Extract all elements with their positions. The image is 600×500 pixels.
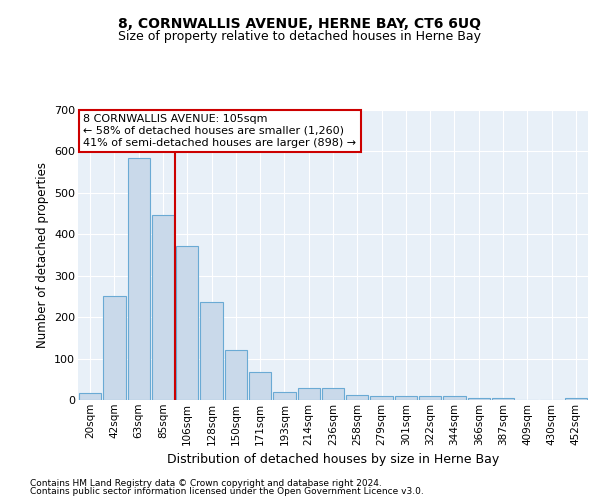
Bar: [322, 388, 344, 400]
Bar: [152, 215, 174, 400]
Bar: [395, 396, 417, 400]
Text: 8 CORNWALLIS AVENUE: 105sqm
← 58% of detached houses are smaller (1,260)
41% of : 8 CORNWALLIS AVENUE: 105sqm ← 58% of det…: [83, 114, 356, 148]
Bar: [249, 372, 271, 400]
Bar: [273, 392, 296, 400]
Text: Contains HM Land Registry data © Crown copyright and database right 2024.: Contains HM Land Registry data © Crown c…: [30, 478, 382, 488]
Bar: [467, 398, 490, 400]
Y-axis label: Number of detached properties: Number of detached properties: [35, 162, 49, 348]
Bar: [492, 398, 514, 400]
Bar: [298, 388, 320, 400]
Text: 8, CORNWALLIS AVENUE, HERNE BAY, CT6 6UQ: 8, CORNWALLIS AVENUE, HERNE BAY, CT6 6UQ: [119, 18, 482, 32]
Bar: [346, 394, 368, 400]
X-axis label: Distribution of detached houses by size in Herne Bay: Distribution of detached houses by size …: [167, 453, 499, 466]
Bar: [176, 246, 199, 400]
Text: Contains public sector information licensed under the Open Government Licence v3: Contains public sector information licen…: [30, 487, 424, 496]
Bar: [103, 296, 125, 400]
Bar: [79, 392, 101, 400]
Bar: [200, 302, 223, 400]
Bar: [419, 396, 442, 400]
Bar: [224, 350, 247, 400]
Text: Size of property relative to detached houses in Herne Bay: Size of property relative to detached ho…: [119, 30, 482, 43]
Bar: [370, 396, 393, 400]
Bar: [128, 158, 150, 400]
Bar: [443, 396, 466, 400]
Bar: [565, 398, 587, 400]
